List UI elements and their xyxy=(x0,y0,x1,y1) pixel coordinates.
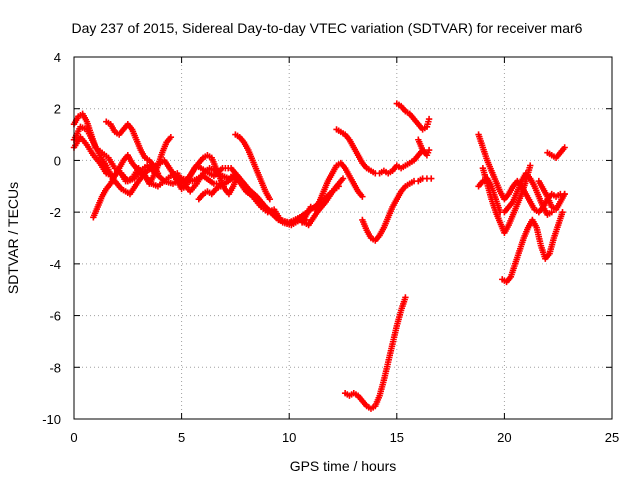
data-series xyxy=(535,177,568,213)
data-point xyxy=(402,294,409,301)
data-point xyxy=(359,193,366,200)
y-tick-label: 2 xyxy=(54,102,61,117)
x-tick-label: 20 xyxy=(497,430,511,445)
data-series xyxy=(393,100,433,133)
y-tick-label: -2 xyxy=(49,205,61,220)
x-tick-label: 15 xyxy=(390,430,404,445)
data-series xyxy=(90,133,175,221)
data-point xyxy=(428,175,435,182)
y-axis-label: SDTVAR / TECUs xyxy=(5,182,21,294)
chart-title: Day 237 of 2015, Sidereal Day-to-day VTE… xyxy=(72,20,583,36)
data-point xyxy=(266,196,274,203)
data-point xyxy=(221,180,228,187)
data-point xyxy=(339,175,347,182)
data-point xyxy=(527,162,534,169)
data-series xyxy=(169,152,241,198)
y-tick-label: -10 xyxy=(42,412,61,427)
data-series-layer xyxy=(70,100,568,412)
data-series xyxy=(475,131,568,216)
data-series xyxy=(415,136,433,159)
data-series xyxy=(333,126,426,177)
y-tick-label: -6 xyxy=(49,309,61,324)
data-series xyxy=(479,162,534,237)
data-point xyxy=(167,133,175,141)
data-series xyxy=(475,170,555,218)
data-series xyxy=(195,180,228,203)
data-point xyxy=(561,144,568,151)
data-series xyxy=(341,294,409,412)
data-series xyxy=(499,208,566,286)
plot-frame xyxy=(73,56,613,420)
data-point xyxy=(561,190,568,198)
data-point xyxy=(425,146,433,154)
data-point xyxy=(559,208,566,216)
data-point xyxy=(154,170,162,177)
data-series xyxy=(544,144,568,162)
data-point xyxy=(425,115,433,123)
tick-layer: 0 5 10 15 20 25 -10 -8 -6 -4 -2 0 2 4 xyxy=(42,50,619,445)
data-point xyxy=(234,172,241,180)
data-series xyxy=(298,159,366,226)
y-tick-label: -8 xyxy=(49,360,61,375)
x-tick-label: 25 xyxy=(605,430,619,445)
data-series xyxy=(103,118,162,177)
data-series xyxy=(359,175,435,244)
x-axis-label: GPS time / hours xyxy=(290,458,397,474)
x-tick-label: 0 xyxy=(70,430,77,445)
grid-layer xyxy=(74,57,612,419)
y-tick-label: 0 xyxy=(54,153,61,168)
y-tick-label: -4 xyxy=(49,257,61,272)
y-tick-label: 4 xyxy=(54,50,61,65)
data-series xyxy=(232,131,274,203)
x-tick-label: 5 xyxy=(178,430,185,445)
x-tick-label: 10 xyxy=(282,430,296,445)
